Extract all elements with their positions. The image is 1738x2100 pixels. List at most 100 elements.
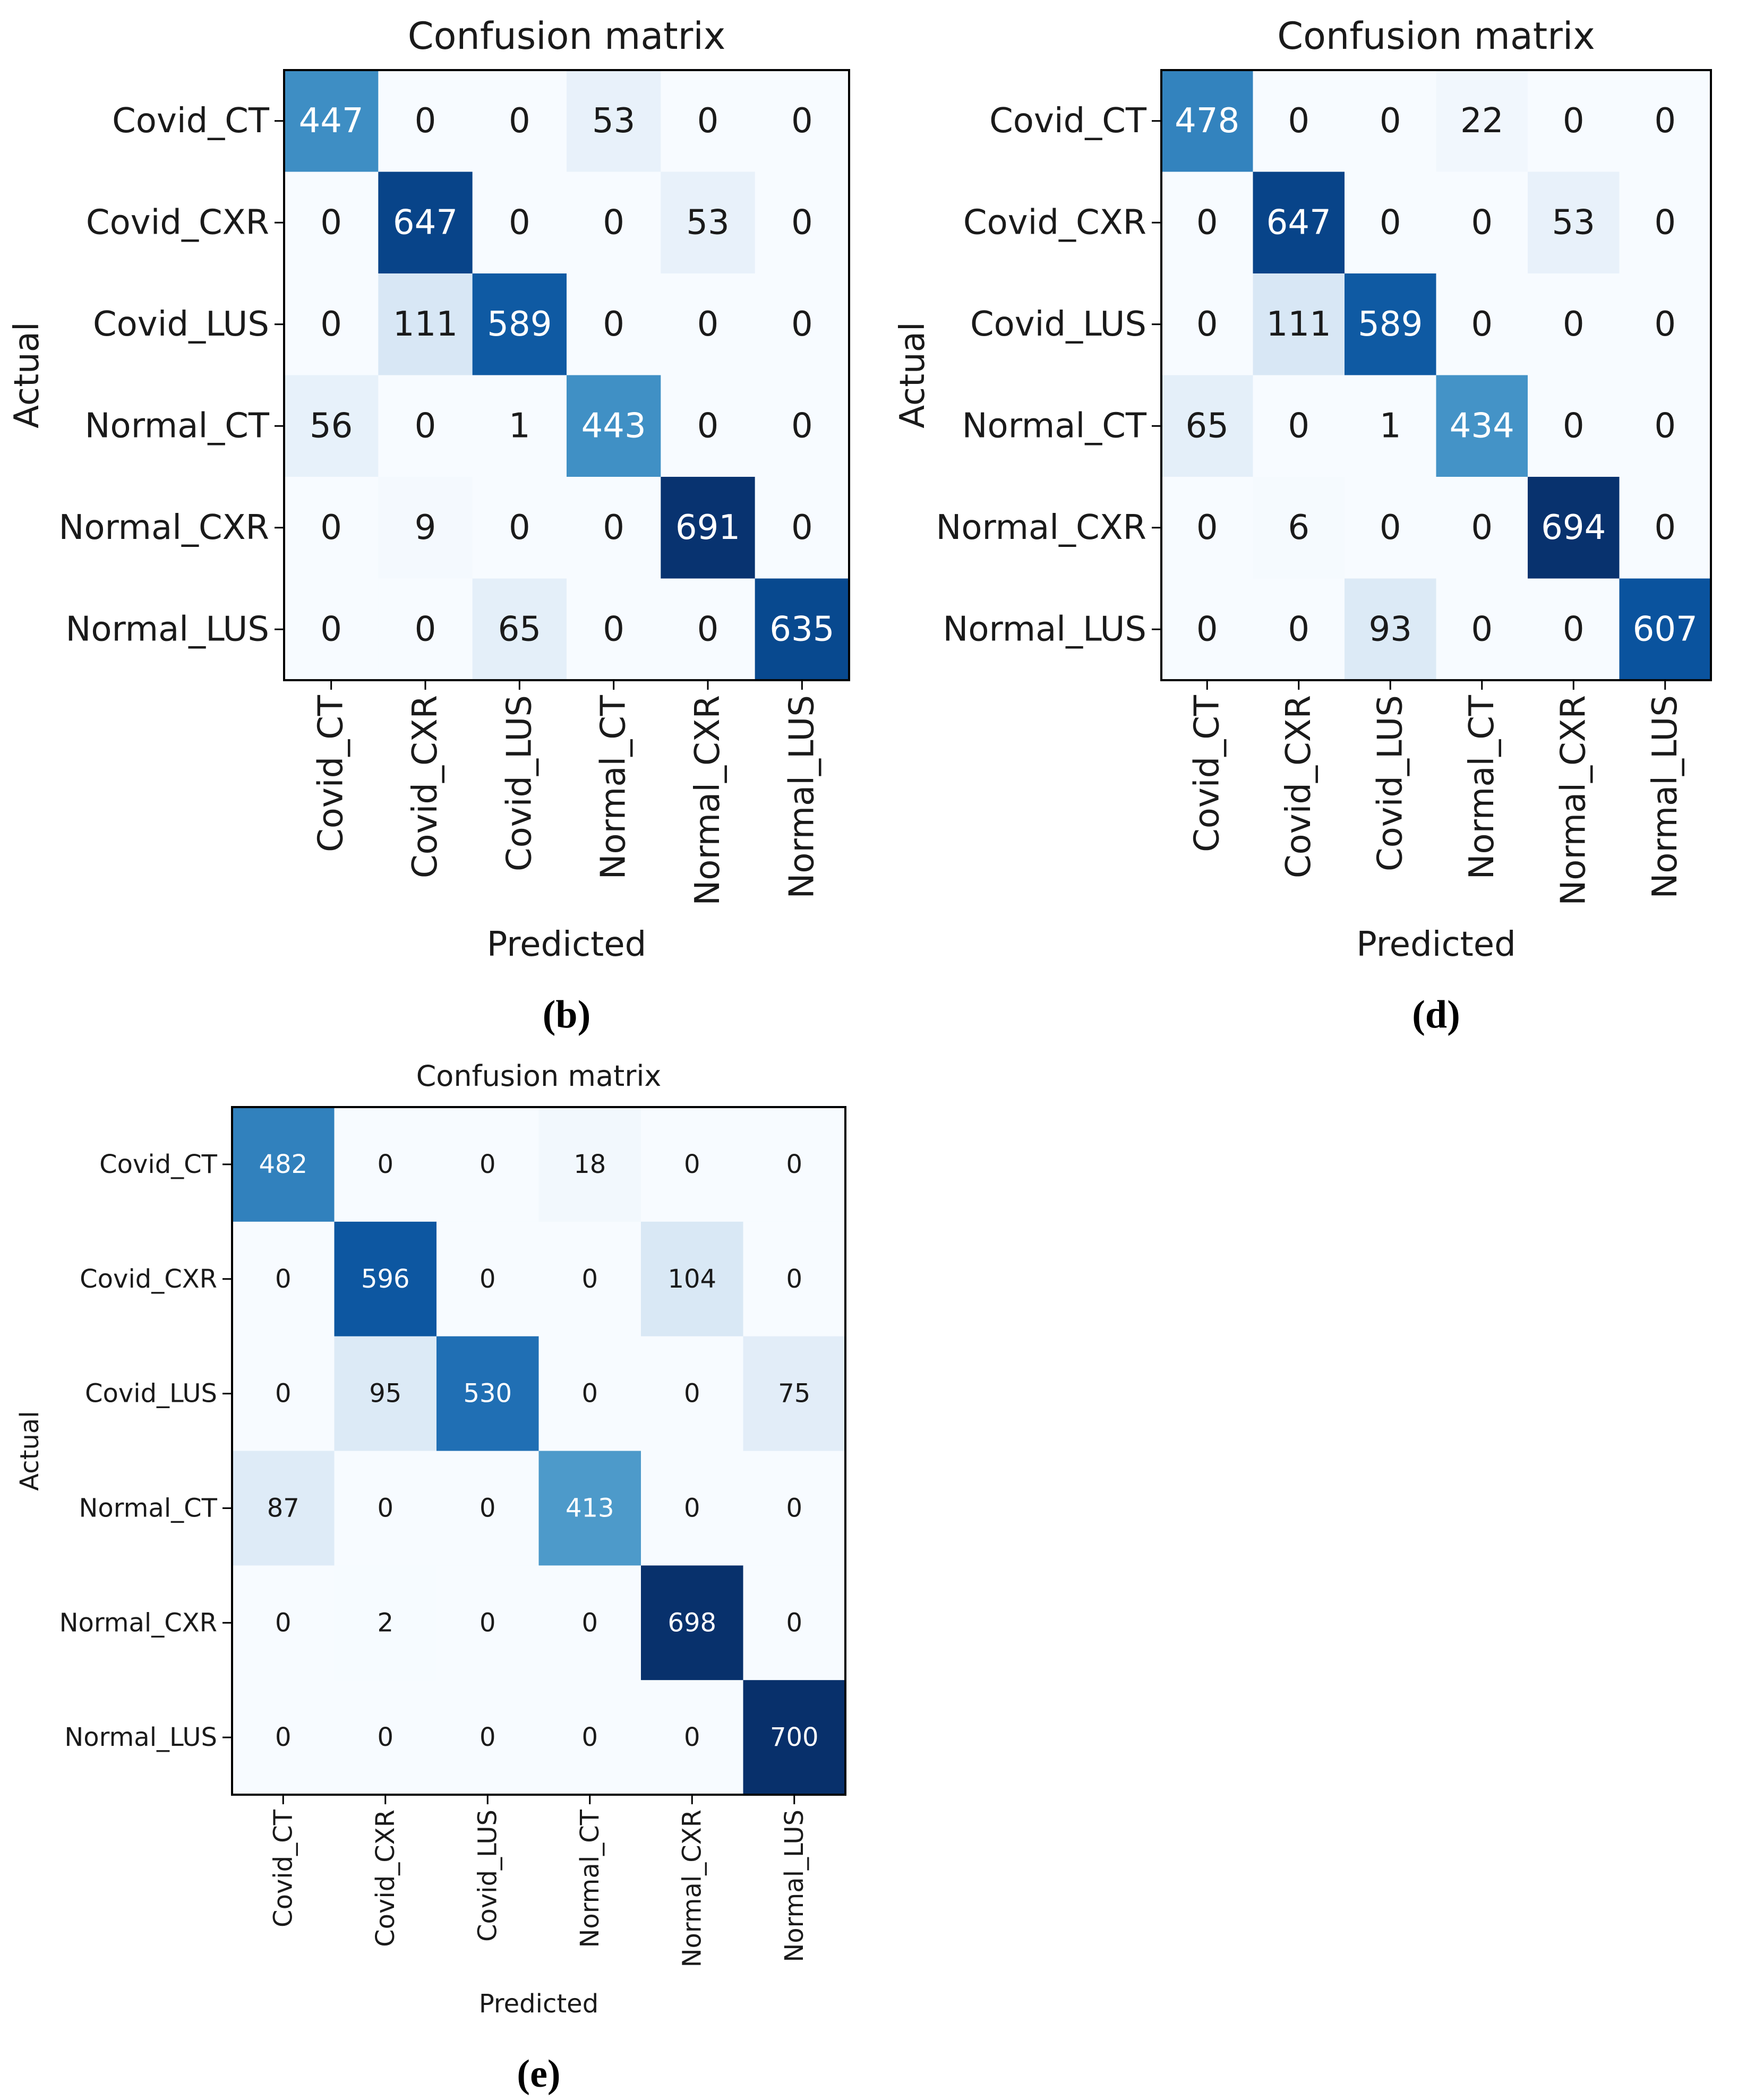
y-tick-label: Normal_CT — [85, 406, 270, 445]
matrix-cell — [661, 70, 756, 172]
cell-value-label: 0 — [480, 1608, 496, 1638]
matrix-cell — [334, 1221, 437, 1337]
cell-value-label: 647 — [1266, 203, 1331, 242]
matrix-cell — [472, 172, 567, 274]
cell-group: 447 0 0 53 0 0 0 647 0 0 53 0 0 111 589 0 0 0 56 0 1 443 0 0 0 9 0… — [284, 70, 850, 681]
cell-value-label: 607 — [1633, 610, 1698, 649]
cell-value-label: 53 — [686, 203, 729, 242]
cell-value-label: 589 — [1358, 305, 1423, 344]
matrix-cell — [1345, 477, 1436, 579]
matrix-cell — [334, 1565, 437, 1681]
x-tick-label: Normal_LUS — [782, 695, 821, 899]
matrix-cell — [284, 273, 379, 375]
matrix-cell — [661, 273, 756, 375]
matrix-cell — [232, 1221, 335, 1337]
matrix-cell — [1619, 375, 1711, 477]
plot-frame — [1160, 69, 1712, 681]
confusion-matrix-panel-e: Confusion matrix Actual Predicted (e) 48… — [15, 1059, 846, 2096]
panel-label: (e) — [517, 2052, 560, 2096]
matrix-cell — [334, 1336, 437, 1451]
matrix-cell — [1253, 172, 1345, 274]
matrix-cell — [567, 273, 661, 375]
matrix-cell — [1161, 70, 1253, 172]
cell-value-label: 0 — [1196, 610, 1218, 649]
cell-value-label: 482 — [259, 1150, 307, 1179]
confusion-matrix-panel-b: Confusion matrix Actual Predicted (b) 44… — [7, 14, 850, 1036]
cell-group: 482 0 0 18 0 0 0 596 0 0 104 0 0 95 530 0 0 75 87 0 0 413 0 0 0 2… — [232, 1107, 846, 1795]
matrix-cell — [538, 1680, 641, 1795]
x-tick-label: Covid_CT — [1187, 695, 1227, 852]
matrix-cell — [472, 273, 567, 375]
tick-group: Covid_CT Covid_CT Covid_CXR Covid_CXR Covid_… — [58, 101, 821, 906]
cell-value-label: 0 — [509, 203, 530, 242]
cell-value-label: 0 — [1380, 203, 1401, 242]
cell-value-label: 1 — [1380, 406, 1401, 445]
matrix-cell — [1345, 172, 1436, 274]
cell-value-label: 0 — [1471, 508, 1493, 547]
matrix-cell — [1528, 70, 1620, 172]
matrix-cell — [1528, 375, 1620, 477]
cell-value-label: 6 — [1288, 508, 1309, 547]
cell-value-label: 0 — [697, 305, 719, 344]
cell-value-label: 0 — [684, 1150, 700, 1179]
matrix-cell — [538, 1107, 641, 1222]
cell-value-label: 0 — [1288, 610, 1309, 649]
cell-value-label: 0 — [581, 1722, 598, 1752]
cell-value-label: 0 — [480, 1150, 496, 1179]
matrix-cell — [284, 172, 379, 274]
y-tick-label: Covid_CT — [112, 101, 270, 141]
cell-value-label: 1 — [509, 406, 530, 445]
cell-value-label: 0 — [1563, 610, 1585, 649]
matrix-cell — [743, 1336, 846, 1451]
cell-value-label: 0 — [581, 1264, 598, 1294]
matrix-cell — [436, 1107, 539, 1222]
cell-value-label: 0 — [320, 305, 342, 344]
matrix-cell — [641, 1565, 743, 1681]
matrix-cell — [1619, 477, 1711, 579]
y-tick-label: Normal_CXR — [58, 508, 269, 547]
matrix-cell — [436, 1451, 539, 1566]
cell-value-label: 647 — [393, 203, 458, 242]
plot-frame — [231, 1106, 846, 1796]
matrix-cell — [1345, 578, 1436, 681]
cell-value-label: 0 — [509, 101, 530, 141]
x-tick-label: Normal_CT — [1462, 695, 1502, 879]
cell-value-label: 111 — [393, 305, 458, 344]
cell-value-label: 0 — [480, 1493, 496, 1523]
cell-value-label: 0 — [1654, 406, 1676, 445]
cell-value-label: 0 — [1288, 101, 1309, 141]
y-axis-label: Actual — [7, 322, 47, 428]
cell-value-label: 700 — [770, 1722, 819, 1752]
matrix-cell — [538, 1565, 641, 1681]
matrix-cell — [1253, 70, 1345, 172]
matrix-cell — [472, 578, 567, 681]
cell-value-label: 0 — [1380, 101, 1401, 141]
matrix-cell — [378, 273, 473, 375]
cell-value-label: 56 — [310, 406, 353, 445]
cell-value-label: 0 — [1380, 508, 1401, 547]
cell-value-label: 0 — [697, 610, 719, 649]
matrix-cell — [661, 477, 756, 579]
cell-value-label: 0 — [377, 1493, 393, 1523]
matrix-cell — [1528, 273, 1620, 375]
matrix-cell — [641, 1451, 743, 1566]
cell-value-label: 443 — [581, 406, 646, 445]
cell-value-label: 0 — [1471, 203, 1493, 242]
x-tick-label: Covid_CT — [268, 1809, 298, 1927]
y-tick-label: Covid_LUS — [85, 1379, 217, 1409]
cell-value-label: 53 — [592, 101, 635, 141]
matrix-cell — [641, 1680, 743, 1795]
matrix-cell — [641, 1107, 743, 1222]
cell-value-label: 0 — [786, 1493, 802, 1523]
matrix-cell — [1436, 578, 1528, 681]
cell-value-label: 0 — [1288, 406, 1309, 445]
matrix-cell — [472, 70, 567, 172]
cell-value-label: 589 — [487, 305, 552, 344]
matrix-cell — [472, 477, 567, 579]
cell-value-label: 0 — [320, 508, 342, 547]
x-tick-label: Covid_LUS — [473, 1810, 502, 1942]
matrix-cell — [378, 70, 473, 172]
cell-value-label: 0 — [275, 1722, 292, 1752]
matrix-cell — [567, 477, 661, 579]
y-tick-label: Normal_CT — [962, 406, 1147, 445]
